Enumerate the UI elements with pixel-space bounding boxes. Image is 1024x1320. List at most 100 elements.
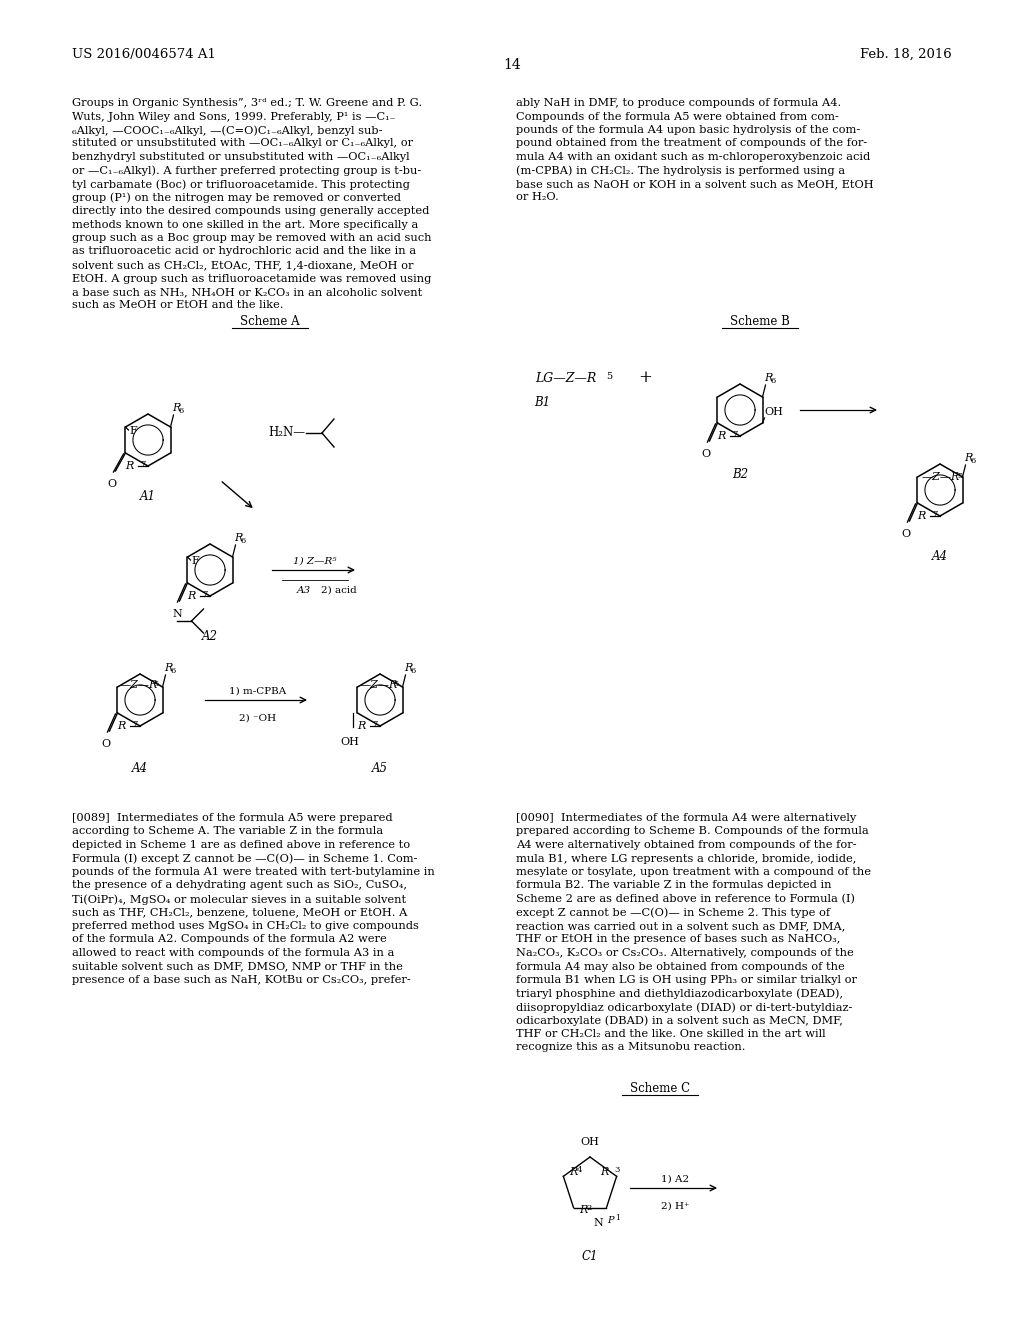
Text: THF or EtOH in the presence of bases such as NaHCO₃,: THF or EtOH in the presence of bases suc… [516,935,841,945]
Text: R: R [965,453,973,463]
Text: Formula (I) except Z cannot be —C(O)— in Scheme 1. Com-: Formula (I) except Z cannot be —C(O)— in… [72,854,418,865]
Text: R: R [404,663,413,673]
Text: ₆Alkyl, —COOC₁₋₆Alkyl, —(C=O)C₁₋₆Alkyl, benzyl sub-: ₆Alkyl, —COOC₁₋₆Alkyl, —(C=O)C₁₋₆Alkyl, … [72,125,383,136]
Text: F: F [129,426,137,436]
Text: 7: 7 [932,510,937,517]
Text: A2: A2 [202,630,218,643]
Text: diisopropyldiaz odicarboxylate (DIAD) or di-tert-butyldiaz-: diisopropyldiaz odicarboxylate (DIAD) or… [516,1002,852,1012]
Text: R: R [357,721,366,731]
Text: 4: 4 [577,1167,582,1175]
Text: 6: 6 [241,537,246,545]
Text: 2) ⁻OH: 2) ⁻OH [239,714,276,723]
Text: mula A4 with an oxidant such as m-chloroperoxybenzoic acid: mula A4 with an oxidant such as m-chloro… [516,152,870,162]
Text: 6: 6 [770,378,776,385]
Text: according to Scheme A. The variable Z in the formula: according to Scheme A. The variable Z in… [72,826,383,837]
Text: formula A4 may also be obtained from compounds of the: formula A4 may also be obtained from com… [516,961,845,972]
Text: A4: A4 [132,762,148,775]
Text: mula B1, where LG represents a chloride, bromide, iodide,: mula B1, where LG represents a chloride,… [516,854,856,863]
Text: 14: 14 [503,58,521,73]
Text: A4: A4 [932,550,948,564]
Text: such as THF, CH₂Cl₂, benzene, toluene, MeOH or EtOH. A: such as THF, CH₂Cl₂, benzene, toluene, M… [72,908,408,917]
Text: formula B1 when LG is OH using PPh₃ or similar trialkyl or: formula B1 when LG is OH using PPh₃ or s… [516,975,857,985]
Text: OH: OH [340,737,359,747]
Text: Wuts, John Wiley and Sons, 1999. Preferably, P¹ is —C₁₋: Wuts, John Wiley and Sons, 1999. Prefera… [72,111,395,121]
Text: stituted or unsubstituted with —OC₁₋₆Alkyl or C₁₋₆Alkyl, or: stituted or unsubstituted with —OC₁₋₆Alk… [72,139,413,149]
Text: R: R [580,1205,588,1214]
Text: group (P¹) on the nitrogen may be removed or converted: group (P¹) on the nitrogen may be remove… [72,193,401,203]
Text: 7: 7 [202,590,208,598]
Text: 6: 6 [178,407,183,414]
Text: R: R [165,663,173,673]
Text: Na₂CO₃, K₂CO₃ or Cs₂CO₃. Alternatively, compounds of the: Na₂CO₃, K₂CO₃ or Cs₂CO₃. Alternatively, … [516,948,854,958]
Text: 6: 6 [971,457,976,465]
Text: —Z—R: —Z—R [120,680,158,690]
Text: 1) Z—R⁵: 1) Z—R⁵ [293,557,337,566]
Text: 5: 5 [606,372,612,381]
Text: LG—Z—R: LG—Z—R [535,371,596,384]
Text: N: N [173,609,182,619]
Text: group such as a Boc group may be removed with an acid such: group such as a Boc group may be removed… [72,234,431,243]
Text: R: R [918,511,926,521]
Text: depicted in Scheme 1 are as defined above in reference to: depicted in Scheme 1 are as defined abov… [72,840,411,850]
Text: recognize this as a Mitsunobu reaction.: recognize this as a Mitsunobu reaction. [516,1043,745,1052]
Text: or —C₁₋₆Alkyl). A further preferred protecting group is t-bu-: or —C₁₋₆Alkyl). A further preferred prot… [72,165,421,176]
Text: mesylate or tosylate, upon treatment with a compound of the: mesylate or tosylate, upon treatment wit… [516,867,871,876]
Text: 7: 7 [732,430,737,438]
Text: OH: OH [765,407,783,417]
Text: Scheme B: Scheme B [730,315,790,327]
Text: R: R [765,374,773,383]
Text: R: R [569,1167,578,1177]
Text: 2) H⁺: 2) H⁺ [660,1203,689,1210]
Text: Scheme 2 are as defined above in reference to Formula (I): Scheme 2 are as defined above in referen… [516,894,855,904]
Text: A3: A3 [297,586,311,595]
Text: R: R [600,1167,608,1177]
Text: reaction was carried out in a solvent such as DMF, DMA,: reaction was carried out in a solvent su… [516,921,846,931]
Text: the presence of a dehydrating agent such as SiO₂, CuSO₄,: the presence of a dehydrating agent such… [72,880,407,891]
Text: 5: 5 [957,473,963,480]
Text: +: + [638,370,652,387]
Text: A4 were alternatively obtained from compounds of the for-: A4 were alternatively obtained from comp… [516,840,857,850]
Text: O: O [700,449,710,459]
Text: 2) acid: 2) acid [321,586,356,595]
Text: 6: 6 [171,667,176,675]
Text: of the formula A2. Compounds of the formula A2 were: of the formula A2. Compounds of the form… [72,935,387,945]
Text: Ti(OiPr)₄, MgSO₄ or molecular sieves in a suitable solvent: Ti(OiPr)₄, MgSO₄ or molecular sieves in … [72,894,407,904]
Text: pounds of the formula A1 were treated with tert-butylamine in: pounds of the formula A1 were treated wi… [72,867,435,876]
Text: P: P [607,1216,614,1225]
Text: base such as NaOH or KOH in a solvent such as MeOH, EtOH: base such as NaOH or KOH in a solvent su… [516,180,873,189]
Text: B1: B1 [534,396,550,409]
Text: 1) m-CPBA: 1) m-CPBA [229,686,286,696]
Text: R: R [172,403,181,413]
Text: Feb. 18, 2016: Feb. 18, 2016 [860,48,952,61]
Text: methods known to one skilled in the art. More specifically a: methods known to one skilled in the art.… [72,219,418,230]
Text: as trifluoroacetic acid or hydrochloric acid and the like in a: as trifluoroacetic acid or hydrochloric … [72,247,416,256]
Text: 5: 5 [154,680,159,688]
Text: 7: 7 [132,719,137,729]
Text: 7: 7 [140,459,145,469]
Text: Scheme C: Scheme C [630,1082,690,1096]
Text: R: R [187,591,196,601]
Text: R: R [118,721,126,731]
Text: 7: 7 [372,719,378,729]
Text: O: O [106,479,116,488]
Text: 3: 3 [614,1167,620,1175]
Text: 2: 2 [587,1204,592,1212]
Text: B2: B2 [732,469,749,480]
Text: 1) A2: 1) A2 [660,1175,689,1184]
Text: or H₂O.: or H₂O. [516,193,559,202]
Text: F: F [191,556,200,566]
Text: 6: 6 [411,667,416,675]
Text: R: R [126,461,134,471]
Text: prepared according to Scheme B. Compounds of the formula: prepared according to Scheme B. Compound… [516,826,868,837]
Text: R: R [718,432,726,441]
Text: THF or CH₂Cl₂ and the like. One skilled in the art will: THF or CH₂Cl₂ and the like. One skilled … [516,1030,825,1039]
Text: US 2016/0046574 A1: US 2016/0046574 A1 [72,48,216,61]
Text: a base such as NH₃, NH₄OH or K₂CO₃ in an alcoholic solvent: a base such as NH₃, NH₄OH or K₂CO₃ in an… [72,286,422,297]
Text: Groups in Organic Synthesis”, 3ʳᵈ ed.; T. W. Greene and P. G.: Groups in Organic Synthesis”, 3ʳᵈ ed.; T… [72,98,422,108]
Text: EtOH. A group such as trifluoroacetamide was removed using: EtOH. A group such as trifluoroacetamide… [72,273,431,284]
Text: allowed to react with compounds of the formula A3 in a: allowed to react with compounds of the f… [72,948,394,958]
Text: C1: C1 [582,1250,598,1263]
Text: 5: 5 [393,680,399,688]
Text: O: O [101,739,110,748]
Text: solvent such as CH₂Cl₂, EtOAc, THF, 1,4-dioxane, MeOH or: solvent such as CH₂Cl₂, EtOAc, THF, 1,4-… [72,260,414,271]
